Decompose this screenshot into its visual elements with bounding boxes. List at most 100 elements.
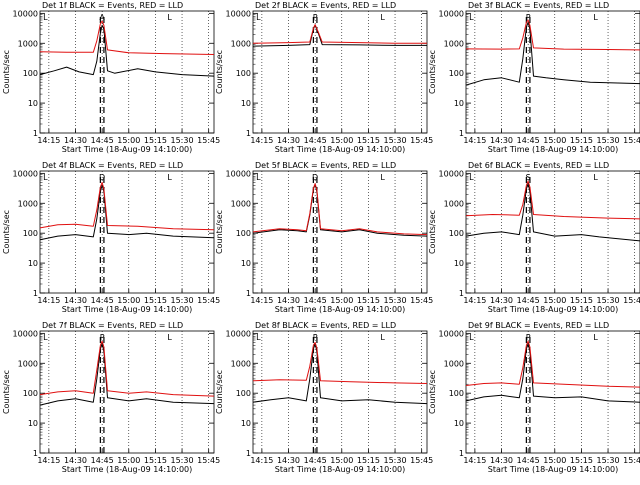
attenuator-label: P [100,333,105,342]
x-tick-label: 15:00 [117,136,140,145]
panel-det-6f: Det 6f BLACK = Events, RED = LLD 14:15 14:… [428,161,640,314]
attenuator-label: L [167,333,172,342]
x-tick-label: 14:15 [463,456,486,465]
series-line-events [252,343,428,405]
x-tick-label: 15:00 [330,136,353,145]
x-tick-label: 15:00 [543,136,566,145]
attenuator-label: L [469,333,474,342]
x-axis-label: Start Time (18-Aug-09 14:10:00) [275,145,406,154]
y-tick-label: 10 [28,99,38,108]
plot-frame [465,330,640,454]
y-tick-label: 1000 [18,39,38,48]
attenuator-label: D [312,173,318,182]
x-tick-label: 14:30 [277,456,300,465]
y-tick-label: 10 [454,259,464,268]
y-tick-label: 100 [449,389,464,398]
x-tick-label: 15:30 [171,296,194,305]
series-line-events [39,343,215,406]
attenuator-label: L [167,173,172,182]
panel-title: Det 1f BLACK = Events, RED = LLD [42,1,183,10]
y-tick-label: 1000 [231,39,251,48]
attenuator-label: D [99,173,105,182]
x-tick-label: 14:15 [37,136,60,145]
panel-det-2f: Det 2f BLACK = Events, RED = LLD 14:15 14:… [215,1,433,154]
series-line-events [465,183,640,242]
y-axis-label: Counts/sec [428,370,437,414]
x-tick-label: 14:15 [37,456,60,465]
y-tick-label: 10 [241,99,251,108]
y-tick-label: 1000 [444,359,464,368]
attenuator-label: L [43,173,48,182]
panel-det-4f: Det 4f BLACK = Events, RED = LLD 14:15 14:… [2,161,220,314]
series-line-lld [465,340,640,388]
attenuator-label: L [593,173,598,182]
panel-det-5f: Det 5f BLACK = Events, RED = LLD 14:15 14:… [215,161,433,314]
x-tick-label: 14:30 [490,456,513,465]
x-tick-label: 15:15 [357,296,380,305]
x-tick-label: 15:45 [410,456,433,465]
x-axis-label: Start Time (18-Aug-09 14:10:00) [275,465,406,474]
series-line-events [465,343,640,403]
x-axis-label: Start Time (18-Aug-09 14:10:00) [488,465,619,474]
x-tick-label: 15:15 [144,456,167,465]
x-tick-label: 15:45 [623,296,640,305]
x-axis-label: Start Time (18-Aug-09 14:10:00) [275,305,406,314]
x-tick-label: 14:30 [490,296,513,305]
series-line-events [39,24,215,77]
attenuator-label: L [380,13,385,22]
y-tick-label: 100 [236,69,251,78]
x-tick-label: 14:45 [304,456,327,465]
x-tick-label: 15:15 [570,296,593,305]
x-tick-label: 14:15 [463,296,486,305]
x-axis-label: Start Time (18-Aug-09 14:10:00) [62,145,193,154]
attenuator-label: P [313,13,318,22]
y-tick-label: 100 [23,69,38,78]
attenuator-label: L [469,13,474,22]
x-tick-label: 15:00 [117,296,140,305]
y-tick-label: 1 [33,289,38,298]
y-tick-label: 1 [33,449,38,458]
y-tick-label: 1000 [18,199,38,208]
x-tick-label: 15:30 [171,136,194,145]
y-tick-label: 100 [23,229,38,238]
panel-title: Det 8f BLACK = Events, RED = LLD [255,321,396,330]
y-tick-label: 100 [449,69,464,78]
y-tick-label: 1 [459,449,464,458]
y-tick-label: 10000 [226,9,251,18]
series-line-events [39,184,215,241]
y-tick-label: 10000 [226,329,251,338]
x-tick-label: 14:15 [37,296,60,305]
plot-frame [252,170,428,294]
x-tick-label: 15:30 [171,456,194,465]
attenuator-label: L [593,13,598,22]
series-line-events [465,21,640,86]
series-line-lld [252,341,428,384]
y-tick-label: 1000 [444,39,464,48]
y-tick-label: 1000 [231,199,251,208]
attenuator-label: A [99,13,105,22]
y-tick-label: 10000 [13,329,38,338]
x-tick-label: 14:45 [304,136,327,145]
attenuator-label: L [43,13,48,22]
attenuator-label: L [380,173,385,182]
y-tick-label: 1 [246,449,251,458]
y-tick-label: 10 [241,419,251,428]
plot-frame [39,170,215,294]
series-line-lld [252,24,427,44]
x-tick-label: 14:45 [304,296,327,305]
y-tick-label: 100 [236,229,251,238]
attenuator-label: L [256,173,261,182]
panel-det-8f: Det 8f BLACK = Events, RED = LLD 14:15 14:… [215,321,433,474]
plot-frame [39,330,215,454]
attenuator-label: P [526,333,531,342]
x-tick-label: 14:30 [64,136,87,145]
x-tick-label: 14:45 [91,456,114,465]
y-tick-label: 10000 [439,169,464,178]
x-tick-label: 15:45 [197,296,220,305]
x-axis-label: Start Time (18-Aug-09 14:10:00) [62,465,193,474]
y-tick-label: 1000 [18,359,38,368]
y-tick-label: 1000 [444,199,464,208]
x-tick-label: 14:30 [64,456,87,465]
